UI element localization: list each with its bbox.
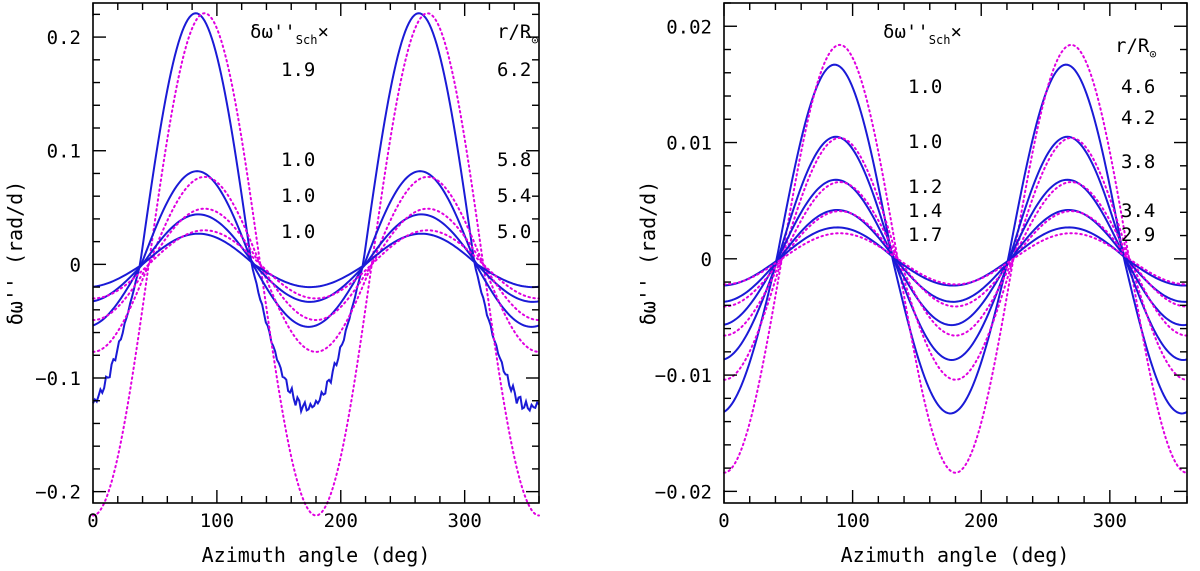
left-r-header-sun: ⊙ xyxy=(531,33,538,47)
left-x-tick-label: 0 xyxy=(87,510,98,532)
right-y-tick-label: 0.02 xyxy=(666,16,712,38)
left-scale-header-suffix: × xyxy=(317,21,328,43)
left-x-tick-label: 100 xyxy=(200,510,234,532)
left-series-line-sch-3 xyxy=(92,175,540,353)
right-r-value: 3.8 xyxy=(1121,151,1155,173)
right-series-line-sch-5 xyxy=(723,181,1188,337)
right-series-line-model-6 xyxy=(723,208,1188,303)
left-scale-header-sub: Sch xyxy=(296,33,318,47)
right-scale-header: δω''Sch× xyxy=(883,21,962,47)
left-series-line-model-4 xyxy=(92,213,540,303)
right-x-tick-label: 0 xyxy=(718,510,729,532)
right-series-line-sch-7 xyxy=(723,210,1188,308)
right-ticks-layer: 0 100 200 300 −0.02 −0.01 0 0.01 0.02 xyxy=(655,2,1188,532)
left-scale-value: 1.0 xyxy=(281,221,315,243)
left-y-tick-label: −0.1 xyxy=(35,368,81,390)
right-r-value: 3.4 xyxy=(1121,200,1155,222)
right-scale-value: 1.2 xyxy=(908,176,942,198)
left-scale-value: 1.0 xyxy=(281,185,315,207)
left-x-tick-label: 200 xyxy=(324,510,358,532)
right-panel: 0 100 200 300 −0.02 −0.01 0 0.01 0.02 Azimuth an… xyxy=(636,2,1188,567)
right-x-tick-label: 200 xyxy=(964,510,998,532)
right-x-axis-title: Azimuth angle (deg) xyxy=(841,543,1070,567)
right-r-value: 4.2 xyxy=(1121,107,1155,129)
right-series-line-sch-1 xyxy=(723,43,1188,474)
left-panel: 0 100 200 300 −0.2 −0.1 0 0.1 0.2 Azimuth angle … xyxy=(3,2,540,567)
right-scale-value: 1.4 xyxy=(908,200,942,222)
right-r-header-label: r/R xyxy=(1115,35,1150,57)
right-scale-header-symbol: δω'' xyxy=(883,21,929,43)
right-series-line-sch-9 xyxy=(723,232,1188,286)
left-r-value: 5.8 xyxy=(497,149,531,171)
right-series-line-model-2 xyxy=(723,135,1188,361)
right-x-tick-label: 300 xyxy=(1093,510,1127,532)
left-series-line-model-6 xyxy=(92,232,540,289)
left-y-tick-label: −0.2 xyxy=(35,482,81,504)
left-r-value: 5.0 xyxy=(497,221,531,243)
right-x-tick-label: 100 xyxy=(835,510,869,532)
left-series-line-model-0 xyxy=(92,12,540,416)
right-series-line-model-0 xyxy=(723,63,1188,415)
right-y-tick-label: 0 xyxy=(701,249,712,271)
right-scale-value: 1.0 xyxy=(908,131,942,153)
right-scale-value: 1.7 xyxy=(908,224,942,246)
right-r-value: 4.6 xyxy=(1121,76,1155,98)
right-r-value: 2.9 xyxy=(1121,224,1155,246)
left-series-line-sch-5 xyxy=(92,207,540,322)
right-r-header: r/R⊙ xyxy=(1115,35,1157,61)
left-ticks-layer: 0 100 200 300 −0.2 −0.1 0 0.1 0.2 xyxy=(35,3,540,532)
right-series-line-model-4 xyxy=(723,178,1188,327)
right-scale-header-suffix: × xyxy=(950,21,961,43)
left-x-axis-title: Azimuth angle (deg) xyxy=(202,543,431,567)
left-plot-frame xyxy=(92,2,540,504)
left-r-value: 5.4 xyxy=(497,185,531,207)
left-y-axis-title: δω'' (rad/d) xyxy=(3,181,27,326)
right-scale-header-sub: Sch xyxy=(929,33,951,47)
right-series-layer xyxy=(723,43,1188,474)
right-y-axis-title: δω'' (rad/d) xyxy=(636,181,660,326)
left-r-header: r/R⊙ xyxy=(497,21,539,47)
left-r-value: 6.2 xyxy=(497,59,531,81)
right-y-tick-label: −0.01 xyxy=(655,365,712,387)
left-y-tick-label: 0.2 xyxy=(47,27,81,49)
left-series-line-sch-7 xyxy=(92,229,540,300)
left-series-line-sch-1 xyxy=(92,12,540,517)
left-scale-header-symbol: δω'' xyxy=(250,21,296,43)
right-r-header-sun: ⊙ xyxy=(1149,47,1156,61)
right-plot-frame xyxy=(723,2,1188,504)
right-y-tick-label: 0.01 xyxy=(666,133,712,155)
right-series-line-sch-3 xyxy=(723,136,1188,381)
left-y-tick-label: 0.1 xyxy=(47,141,81,163)
left-r-header-label: r/R xyxy=(497,21,532,43)
right-y-tick-label: −0.02 xyxy=(655,481,712,503)
left-scale-header: δω''Sch× xyxy=(250,21,329,47)
left-scale-value: 1.9 xyxy=(281,59,315,81)
left-series-layer xyxy=(92,12,540,517)
left-scale-value: 1.0 xyxy=(281,149,315,171)
left-y-tick-label: 0 xyxy=(70,254,81,276)
left-x-tick-label: 300 xyxy=(448,510,482,532)
right-scale-value: 1.0 xyxy=(908,76,942,98)
